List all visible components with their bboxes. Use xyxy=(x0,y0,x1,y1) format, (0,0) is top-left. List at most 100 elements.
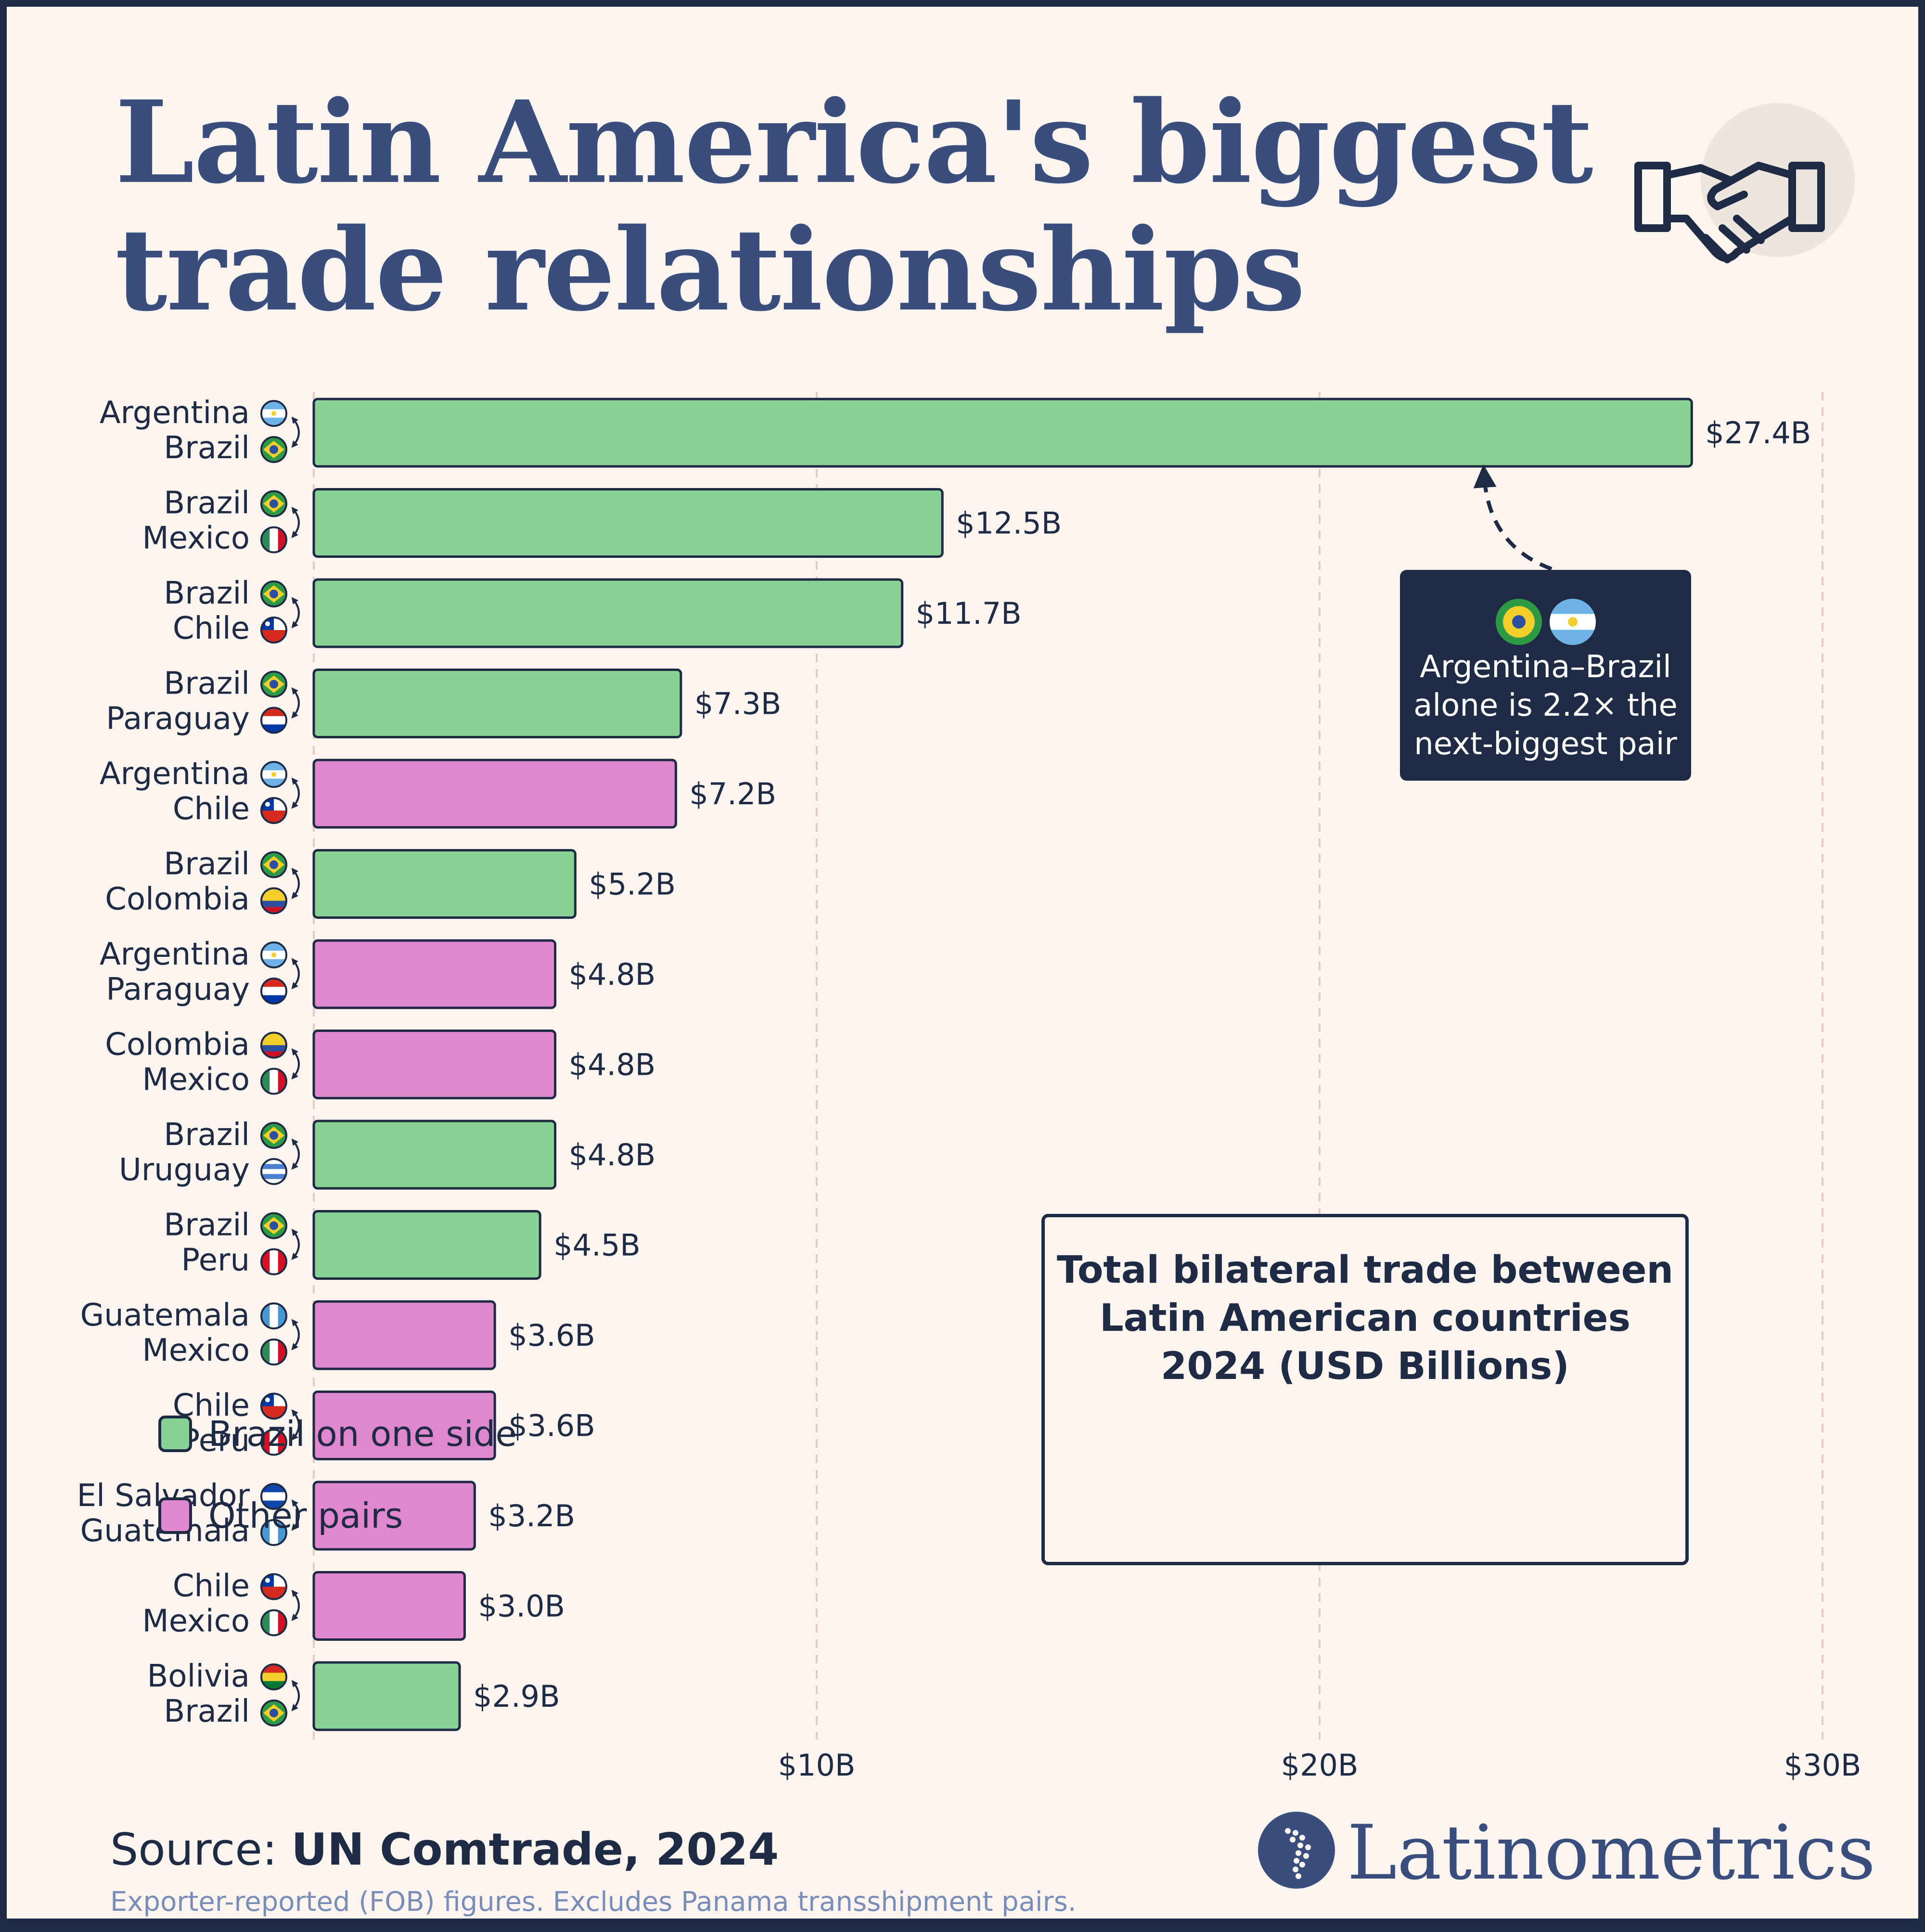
x-tick-label: $30B xyxy=(1784,1748,1861,1783)
peru-flag-icon xyxy=(260,1429,287,1456)
category-label-b: Paraguay xyxy=(106,701,250,737)
brazil-flag-icon xyxy=(260,851,287,878)
bar xyxy=(312,939,557,1009)
callout-pointer-arrow xyxy=(1473,464,1553,571)
source-value: UN Comtrade, 2024 xyxy=(291,1824,779,1875)
title-line-2: trade relationships xyxy=(115,204,1306,336)
category-label-b: Mexico xyxy=(142,1333,250,1368)
swap-arrow-icon xyxy=(291,687,300,719)
data-label: $3.0B xyxy=(478,1589,565,1624)
category-label-a: Brazil xyxy=(164,576,250,611)
source-label: Source: xyxy=(110,1824,277,1875)
bar xyxy=(312,578,904,648)
bar xyxy=(312,1300,496,1370)
el-salvador-flag-icon xyxy=(260,1483,287,1510)
category-label-a: Chile xyxy=(173,1569,250,1604)
category-label-a: Argentina xyxy=(100,395,250,431)
peru-flag-icon xyxy=(260,1248,287,1275)
swap-arrow-icon xyxy=(291,1138,300,1170)
category-label-b: Chile xyxy=(173,791,250,827)
bar xyxy=(312,849,577,919)
bar xyxy=(312,1030,557,1099)
data-label: $11.7B xyxy=(916,596,1022,631)
category-label-b: Peru xyxy=(181,1423,250,1459)
bar xyxy=(312,759,677,829)
category-label-a: Colombia xyxy=(105,1027,250,1063)
category-label-b: Brazil xyxy=(164,430,250,466)
paraguay-flag-icon xyxy=(260,707,287,734)
data-label: $27.4B xyxy=(1705,415,1811,451)
argentina-flag-icon xyxy=(260,761,287,788)
legend: Total bilateral trade between Latin Amer… xyxy=(1041,1214,1689,1565)
swap-arrow-icon xyxy=(291,506,300,538)
swap-arrow-icon xyxy=(291,867,300,899)
annotation-line-3: next-biggest pair xyxy=(1414,726,1677,762)
annotation-line-2: alone is 2.2× the xyxy=(1413,688,1678,723)
category-label-a: Bolivia xyxy=(147,1659,250,1694)
bar xyxy=(312,669,682,738)
bar-chart: $10B $20B $30B$27.4BArgentinaBrazil$12.5BB… xyxy=(77,392,1861,1783)
swap-arrow-icon xyxy=(291,1409,300,1441)
uruguay-flag-icon xyxy=(260,1158,287,1185)
category-label-a: Argentina xyxy=(100,756,250,792)
guatemala-flag-icon xyxy=(260,1519,287,1546)
page-title: Latin America's biggest trade relationsh… xyxy=(115,76,1593,336)
bar xyxy=(312,1391,496,1460)
category-label-a: Brazil xyxy=(164,847,250,882)
brazil-flag-icon xyxy=(260,670,287,698)
legend-title: Total bilateral trade between Latin Amer… xyxy=(1056,1249,1674,1388)
data-label: $12.5B xyxy=(956,506,1062,541)
data-label: $7.3B xyxy=(694,686,782,721)
legend-label-brazil: Brazil on one side xyxy=(208,1414,517,1454)
brazil-flag-icon xyxy=(260,1122,287,1149)
data-label: $5.2B xyxy=(589,867,676,902)
bolivia-flag-icon xyxy=(260,1663,287,1690)
data-label: $7.2B xyxy=(689,776,776,811)
mexico-flag-icon xyxy=(260,1068,287,1095)
swap-arrow-icon xyxy=(291,597,300,629)
data-label: $4.8B xyxy=(569,957,656,992)
legend-item-brazil: Brazil on one side xyxy=(158,1412,517,1455)
brazil-flag-icon xyxy=(1495,599,1542,645)
legend-swatch-brazil xyxy=(158,1416,192,1452)
swap-arrow-icon xyxy=(291,1499,300,1531)
latin-america-map-icon xyxy=(1258,1812,1335,1889)
data-label: $3.2B xyxy=(488,1498,575,1533)
brazil-flag-icon xyxy=(260,1212,287,1239)
bar xyxy=(312,1210,541,1280)
paraguay-flag-icon xyxy=(260,978,287,1005)
title-line-1: Latin America's biggest xyxy=(115,76,1593,209)
mexico-flag-icon xyxy=(260,1609,287,1636)
x-tick-label: $20B xyxy=(1281,1748,1359,1783)
category-label-b: Chile xyxy=(173,611,250,646)
swap-arrow-icon xyxy=(291,1680,300,1712)
brazil-flag-icon xyxy=(260,1700,287,1726)
mexico-flag-icon xyxy=(260,526,287,554)
x-tick-label: $10B xyxy=(778,1748,856,1783)
category-label-a: Guatemala xyxy=(80,1298,250,1333)
brazil-flag-icon xyxy=(260,580,287,607)
annotation-text: Argentina–Brazil alone is 2.2× the next-… xyxy=(1400,648,1691,763)
chile-flag-icon xyxy=(260,797,287,824)
swap-arrow-icon xyxy=(291,958,300,990)
colombia-flag-icon xyxy=(260,887,287,914)
legend-item-other: Other pairs xyxy=(158,1494,403,1537)
annotation-line-1: Argentina–Brazil xyxy=(1420,649,1671,685)
category-label-a: Brazil xyxy=(164,1208,250,1243)
data-label: $4.5B xyxy=(553,1228,641,1263)
brand: Latinometrics xyxy=(1258,1807,1875,1898)
data-label: $4.8B xyxy=(569,1047,656,1082)
brazil-flag-icon xyxy=(260,490,287,517)
bar xyxy=(312,1481,476,1551)
brand-name: Latinometrics xyxy=(1347,1809,1876,1896)
argentina-flag-icon xyxy=(1549,599,1596,645)
category-label-b: Mexico xyxy=(142,521,250,556)
guatemala-flag-icon xyxy=(260,1302,287,1329)
swap-arrow-icon xyxy=(291,1589,300,1621)
category-label-b: Mexico xyxy=(142,1604,250,1639)
data-label: $3.6B xyxy=(508,1318,595,1353)
handshake-icon xyxy=(1634,162,1825,263)
swap-arrow-icon xyxy=(291,1048,300,1080)
bar xyxy=(312,1571,466,1641)
colombia-flag-icon xyxy=(260,1031,287,1059)
